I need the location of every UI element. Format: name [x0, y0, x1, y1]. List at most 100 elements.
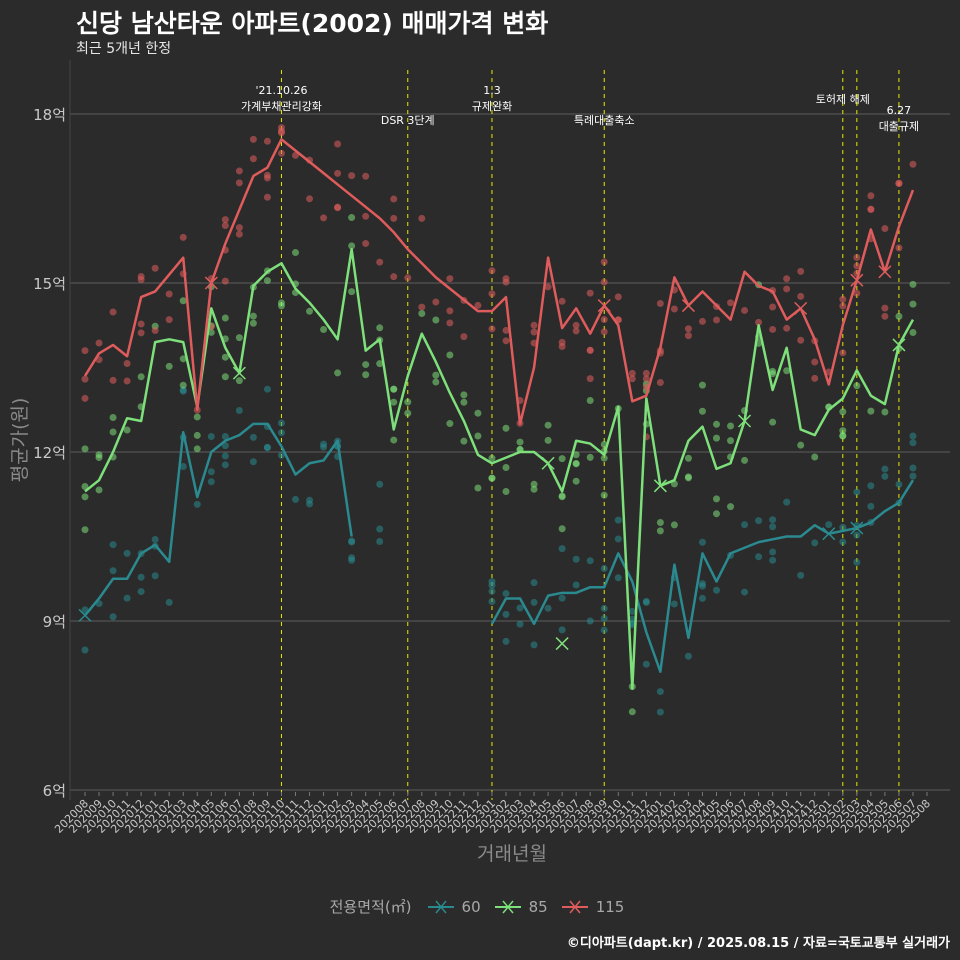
data-point-60 [656, 708, 664, 716]
data-point-60 [797, 571, 805, 579]
data-point-85 [376, 360, 384, 368]
data-point-85 [656, 518, 664, 526]
legend-item-115: 115 [560, 897, 625, 916]
data-point-115 [502, 275, 510, 283]
data-point-85 [404, 398, 412, 406]
data-point-115 [853, 289, 861, 297]
data-point-85 [839, 432, 847, 440]
data-point-85 [334, 369, 342, 377]
data-point-60 [123, 594, 131, 602]
data-point-115 [418, 303, 426, 311]
data-point-85 [193, 413, 201, 421]
data-point-60 [769, 556, 777, 564]
data-point-60 [151, 536, 159, 544]
data-point-60 [221, 442, 229, 450]
data-point-115 [698, 317, 706, 325]
data-point-115 [348, 172, 356, 180]
data-point-85 [165, 362, 173, 370]
x-axis-title: 거래년월 [477, 843, 547, 865]
grid-lines [70, 113, 950, 791]
data-point-115 [235, 230, 243, 238]
data-point-115 [783, 285, 791, 293]
data-point-60 [277, 429, 285, 437]
data-point-85 [446, 420, 454, 428]
data-point-60 [713, 586, 720, 594]
data-point-115 [390, 273, 398, 281]
mark-115 [681, 299, 695, 313]
data-point-115 [179, 233, 187, 241]
data-point-60 [376, 525, 384, 533]
data-point-85 [516, 438, 524, 446]
data-point-60 [600, 614, 608, 622]
data-point-60 [348, 538, 356, 546]
data-point-60 [698, 538, 706, 546]
data-point-85 [713, 420, 720, 428]
data-point-60 [488, 587, 496, 595]
data-point-115 [853, 253, 861, 261]
data-point-85 [81, 493, 89, 501]
data-point-60 [502, 637, 510, 645]
legend: 전용면적(㎡) 60 85 115 [0, 896, 960, 917]
data-point-85 [628, 708, 636, 716]
data-point-60 [741, 521, 749, 529]
data-point-115 [839, 295, 847, 303]
data-point-115 [600, 315, 608, 323]
data-point-60 [530, 641, 538, 649]
data-point-60 [600, 565, 608, 573]
data-point-115 [811, 358, 819, 366]
data-point-115 [474, 301, 482, 309]
legend-label-115: 115 [595, 897, 625, 916]
data-point-115 [614, 293, 622, 301]
chart-title: 신당 남산타운 아파트(2002) 매매가격 변화 [76, 9, 549, 38]
data-point-60 [558, 626, 566, 634]
data-point-115 [151, 327, 159, 335]
data-point-85 [193, 445, 201, 453]
data-point-85 [348, 288, 356, 296]
data-point-85 [684, 474, 692, 482]
data-point-85 [179, 355, 187, 363]
data-point-115 [221, 277, 229, 285]
mark-85 [653, 479, 667, 493]
legend-item-85: 85 [493, 898, 548, 916]
data-point-60 [642, 660, 650, 668]
data-point-60 [698, 594, 706, 602]
data-point-115 [600, 328, 608, 336]
data-point-115 [249, 135, 257, 143]
data-point-60 [895, 480, 903, 488]
data-point-115 [362, 240, 370, 248]
data-point-115 [544, 283, 552, 291]
data-point-85 [362, 361, 370, 369]
data-point-115 [769, 325, 777, 333]
data-point-85 [698, 407, 706, 415]
data-point-60 [277, 419, 285, 427]
axes: 6억9억12억15억18억202008202009202010202011202… [9, 60, 933, 865]
data-point-60 [741, 588, 749, 596]
data-point-115 [502, 337, 510, 345]
event-label: 대출규제 [879, 120, 919, 133]
data-point-115 [853, 262, 861, 270]
data-point-115 [881, 312, 889, 320]
data-point-60 [881, 465, 889, 473]
data-point-60 [614, 535, 622, 543]
data-point-60 [179, 387, 187, 395]
data-point-60 [221, 452, 229, 460]
data-point-85 [362, 371, 370, 379]
data-point-115 [334, 169, 342, 177]
event-label: '21.10.26 [255, 84, 307, 97]
data-point-85 [277, 299, 285, 307]
data-point-115 [137, 329, 145, 337]
y-tick-label: 18억 [33, 106, 66, 124]
data-point-85 [123, 426, 131, 434]
data-point-60 [684, 652, 692, 660]
data-point-85 [446, 351, 454, 359]
legend-key-115-icon [561, 900, 588, 913]
data-point-115 [446, 307, 454, 315]
data-point-85 [558, 525, 566, 533]
data-point-60 [263, 444, 271, 452]
data-point-85 [109, 414, 117, 422]
data-point-60 [572, 555, 580, 563]
data-point-60 [376, 480, 384, 488]
data-point-115 [642, 369, 650, 377]
mark-115 [794, 301, 808, 315]
data-point-115 [263, 137, 271, 145]
